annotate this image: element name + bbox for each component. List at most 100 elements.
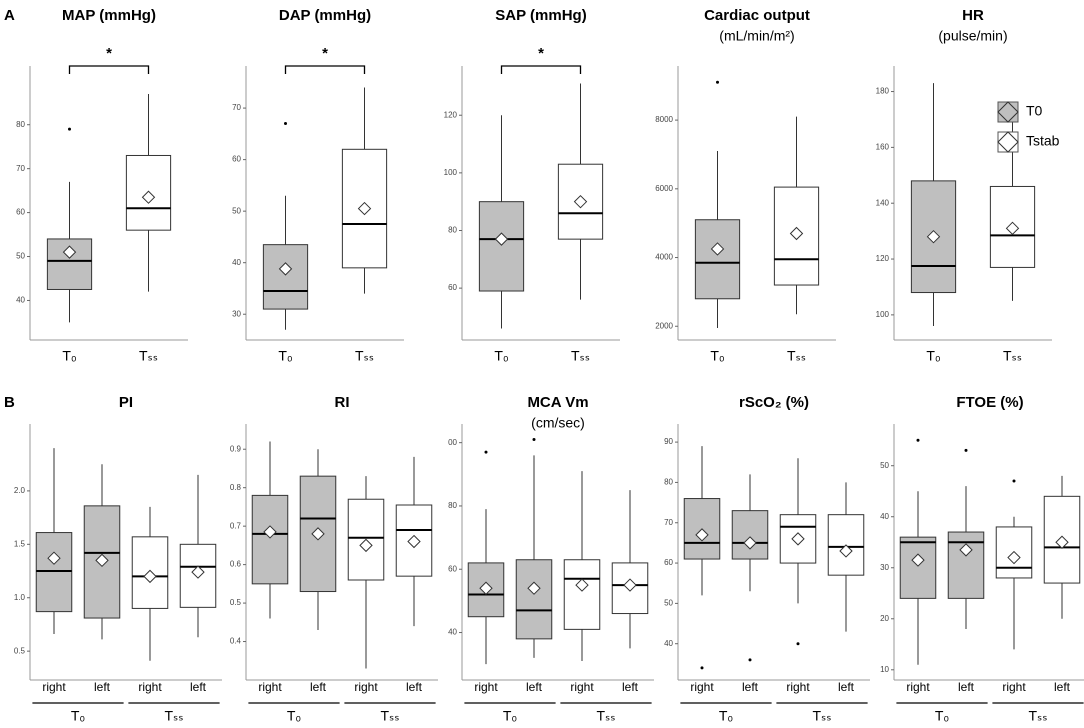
y-tick-label: 70 [16, 164, 25, 173]
y-tick-label: 40 [16, 296, 25, 305]
y-tick-label: 80 [448, 501, 457, 510]
mean-marker [263, 525, 277, 539]
x-tick-label: Tₛₛ [139, 348, 158, 364]
chart-title: MAP (mmHg) [62, 7, 156, 24]
group-label: Tₛₛ [381, 708, 400, 724]
mean-marker [357, 201, 372, 216]
x-tick-label: left [742, 680, 759, 694]
mean-marker [278, 262, 293, 276]
panel-label: A [4, 7, 15, 24]
y-tick-label: 0.6 [230, 560, 242, 569]
y-tick-label: 50 [232, 206, 241, 215]
x-tick-label: left [838, 680, 855, 694]
y-tick-label: 4000 [655, 253, 673, 262]
box [563, 559, 601, 630]
mean-marker [527, 581, 541, 595]
mean-marker [95, 553, 109, 568]
box [694, 219, 741, 300]
y-tick-label: 0.9 [230, 444, 242, 453]
group-label: T₀ [287, 708, 302, 724]
x-tick-label: T₀ [62, 348, 77, 364]
chart-title: RI [335, 394, 350, 411]
outlier [532, 437, 536, 441]
x-tick-label: right [690, 680, 714, 694]
mean-marker [141, 190, 156, 204]
significance-star: * [106, 45, 112, 62]
significance-bracket [68, 65, 150, 74]
mean-marker [839, 544, 853, 558]
y-tick-label: 6000 [655, 184, 673, 193]
y-tick-label: 0.5 [14, 646, 26, 655]
group-label: T₀ [935, 708, 950, 724]
chart-subtitle: (mL/min/m²) [719, 28, 794, 44]
mean-marker [191, 565, 205, 579]
y-tick-label: 60 [232, 155, 241, 164]
y-tick-label: 50 [16, 252, 25, 261]
outlier [964, 448, 968, 452]
y-tick-label: 00 [448, 438, 457, 447]
y-tick-label: 40 [448, 628, 457, 637]
box [731, 510, 769, 560]
y-tick-label: 80 [664, 478, 673, 487]
outlier [484, 450, 488, 454]
x-tick-label: right [474, 680, 498, 694]
x-tick-label: left [310, 680, 327, 694]
chart-subtitle: (pulse/min) [938, 28, 1007, 44]
y-tick-label: 90 [664, 437, 673, 446]
mean-marker [62, 245, 77, 259]
y-tick-label: 100 [444, 168, 458, 177]
outlier [796, 642, 800, 646]
x-tick-label: left [526, 680, 543, 694]
mean-marker [575, 578, 589, 592]
y-tick-label: 20 [880, 614, 889, 623]
mean-marker [311, 527, 325, 541]
y-tick-label: 40 [880, 512, 889, 521]
y-tick-label: 50 [880, 461, 889, 470]
y-tick-label: 140 [876, 198, 890, 207]
chart-title: PI [119, 394, 133, 411]
y-tick-label: 70 [232, 103, 241, 112]
x-tick-label: right [42, 680, 66, 694]
y-tick-label: 180 [876, 87, 890, 96]
legend-diamond [997, 101, 1019, 123]
y-tick-label: 60 [664, 558, 673, 567]
y-tick-label: 60 [16, 208, 25, 217]
group-label: Tₛₛ [597, 708, 616, 724]
mean-marker [959, 543, 973, 557]
box [515, 559, 553, 640]
outlier [916, 438, 920, 442]
outlier [700, 666, 704, 670]
x-tick-label: Tₛₛ [1003, 348, 1022, 364]
mean-marker [623, 578, 637, 592]
y-tick-label: 50 [664, 598, 673, 607]
x-tick-label: right [138, 680, 162, 694]
x-tick-label: left [406, 680, 423, 694]
significance-bracket [284, 65, 366, 74]
significance-star: * [322, 45, 328, 62]
chart-title: FTOE (%) [956, 394, 1023, 411]
x-tick-label: left [1054, 680, 1071, 694]
y-tick-label: 80 [16, 120, 25, 129]
chart-title: DAP (mmHg) [279, 7, 371, 24]
y-tick-label: 2.0 [14, 486, 26, 495]
mean-marker [1007, 550, 1021, 565]
x-tick-label: T₀ [926, 348, 941, 364]
significance-bracket [500, 65, 582, 74]
panel-label: B [4, 394, 15, 411]
mean-marker [494, 232, 509, 246]
mean-marker [1055, 535, 1069, 549]
x-tick-label: left [622, 680, 639, 694]
y-tick-label: 0.8 [230, 483, 242, 492]
x-tick-label: right [906, 680, 930, 694]
mean-marker [695, 528, 709, 542]
y-tick-label: 2000 [655, 321, 673, 330]
box [347, 498, 385, 581]
chart-subtitle: (cm/sec) [531, 415, 585, 431]
x-tick-label: right [258, 680, 282, 694]
y-tick-label: 30 [880, 563, 889, 572]
y-tick-label: 8000 [655, 115, 673, 124]
mean-marker [791, 532, 805, 546]
mean-marker [926, 230, 941, 244]
x-tick-label: left [190, 680, 207, 694]
